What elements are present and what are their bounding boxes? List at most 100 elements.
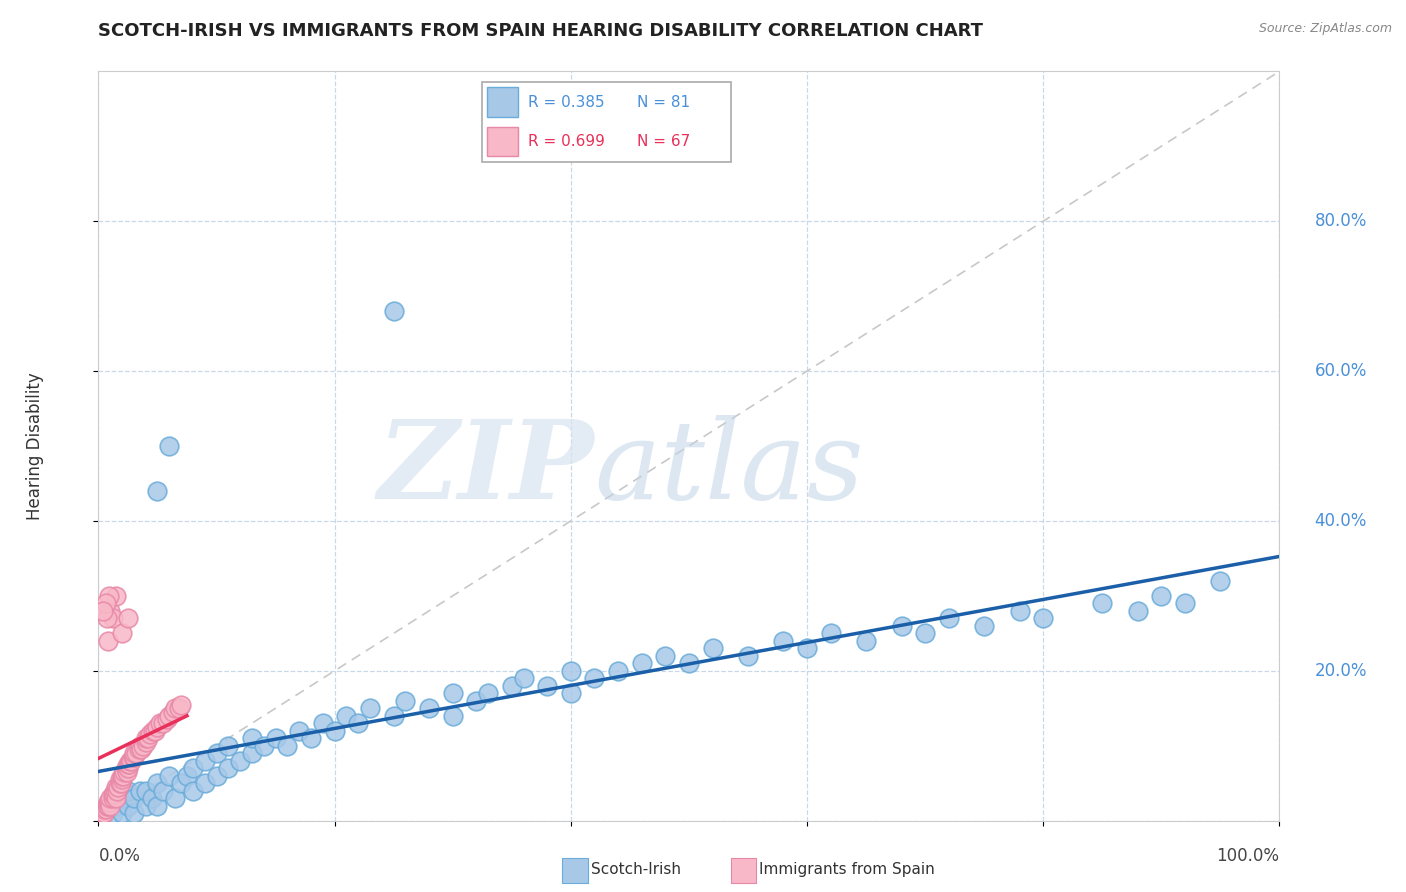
Point xyxy=(103,788,125,802)
FancyBboxPatch shape xyxy=(481,82,731,161)
Point xyxy=(149,716,172,731)
Point xyxy=(101,788,124,802)
Point xyxy=(312,716,335,731)
Point xyxy=(125,746,148,760)
Point xyxy=(122,750,145,764)
Point xyxy=(121,754,143,768)
Point xyxy=(796,641,818,656)
Point xyxy=(146,798,169,813)
Point xyxy=(194,754,217,768)
Point xyxy=(1150,589,1173,603)
Point xyxy=(165,791,187,805)
Text: R = 0.385: R = 0.385 xyxy=(529,95,605,110)
Point xyxy=(117,761,139,775)
Point xyxy=(136,731,159,746)
Point xyxy=(97,795,120,809)
Text: Source: ZipAtlas.com: Source: ZipAtlas.com xyxy=(1258,22,1392,36)
Point xyxy=(112,769,135,783)
Point xyxy=(323,723,346,738)
Point xyxy=(110,776,132,790)
Point xyxy=(90,810,112,824)
Point xyxy=(98,798,121,813)
Point xyxy=(536,679,558,693)
Point xyxy=(1126,604,1149,618)
Point xyxy=(107,780,129,794)
Text: 80.0%: 80.0% xyxy=(1315,212,1367,230)
Text: Hearing Disability: Hearing Disability xyxy=(27,372,44,520)
Point xyxy=(1008,604,1031,618)
Point xyxy=(122,791,145,805)
Point xyxy=(105,589,128,603)
Point xyxy=(128,742,150,756)
Point xyxy=(108,772,131,787)
Text: 20.0%: 20.0% xyxy=(1315,662,1367,680)
Point xyxy=(165,701,187,715)
Point xyxy=(122,806,145,821)
Point xyxy=(143,723,166,738)
Point xyxy=(162,705,184,719)
Point xyxy=(111,626,134,640)
Point xyxy=(501,679,523,693)
Point xyxy=(229,754,252,768)
Point xyxy=(117,757,139,772)
Point xyxy=(101,611,124,625)
Point xyxy=(118,757,141,772)
Text: N = 67: N = 67 xyxy=(637,135,690,149)
Point xyxy=(105,798,128,813)
Point xyxy=(299,731,322,746)
FancyBboxPatch shape xyxy=(486,127,517,156)
Point xyxy=(115,764,138,779)
Point xyxy=(122,746,145,760)
Text: 100.0%: 100.0% xyxy=(1216,847,1279,865)
Point xyxy=(111,791,134,805)
Point xyxy=(855,633,877,648)
Point xyxy=(96,611,118,625)
Point xyxy=(111,772,134,787)
Point xyxy=(105,783,128,797)
Point xyxy=(98,604,121,618)
Point xyxy=(114,761,136,775)
Point xyxy=(205,769,228,783)
Point xyxy=(117,611,139,625)
Point xyxy=(1091,596,1114,610)
Point xyxy=(181,783,204,797)
Text: atlas: atlas xyxy=(595,415,865,522)
Point xyxy=(914,626,936,640)
Point xyxy=(146,776,169,790)
Point xyxy=(465,694,488,708)
FancyBboxPatch shape xyxy=(486,87,517,117)
Point xyxy=(146,483,169,498)
Text: Scotch-Irish: Scotch-Irish xyxy=(591,863,681,877)
Point xyxy=(121,750,143,764)
Point xyxy=(91,807,114,822)
Point xyxy=(96,798,118,813)
Point xyxy=(91,604,114,618)
Point xyxy=(94,802,117,816)
Point xyxy=(132,739,155,753)
Point xyxy=(135,798,157,813)
Text: R = 0.699: R = 0.699 xyxy=(529,135,605,149)
Point xyxy=(176,769,198,783)
Point xyxy=(441,708,464,723)
Point xyxy=(382,304,405,318)
Point xyxy=(170,776,193,790)
Point xyxy=(678,657,700,671)
Point xyxy=(347,716,370,731)
Point xyxy=(93,806,115,821)
Point xyxy=(1032,611,1054,625)
Point xyxy=(93,802,115,816)
Point xyxy=(139,727,162,741)
Point xyxy=(94,596,117,610)
Point xyxy=(108,776,131,790)
Point xyxy=(141,791,163,805)
Point xyxy=(135,731,157,746)
Point xyxy=(973,619,995,633)
Point xyxy=(170,698,193,712)
Point xyxy=(128,739,150,753)
Point xyxy=(104,783,127,797)
Point xyxy=(152,783,174,797)
Text: 60.0%: 60.0% xyxy=(1315,362,1367,380)
Point xyxy=(112,764,135,779)
Point xyxy=(135,783,157,797)
Point xyxy=(97,798,120,813)
